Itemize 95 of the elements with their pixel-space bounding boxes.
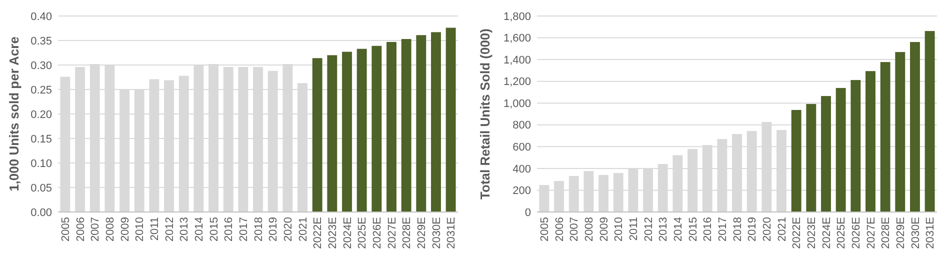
x-tick-label: 2028E <box>880 217 892 249</box>
x-tick-label: 2017 <box>238 217 250 242</box>
x-tick-label: 2015 <box>208 217 220 242</box>
x-tick-label: 2013 <box>658 217 670 242</box>
x-tick-label: 2016 <box>223 217 236 242</box>
x-tick-label: 2028E <box>401 217 414 249</box>
x-tick-label: 2020 <box>762 217 774 242</box>
bar <box>850 80 861 212</box>
y-tick-label: 800 <box>512 120 531 132</box>
y-tick-label: 0.10 <box>30 158 52 170</box>
x-tick-label: 2018 <box>252 217 265 242</box>
y-axis-title: Total Retail Units Sold (000) <box>478 28 493 200</box>
x-tick-label: 2013 <box>178 217 191 242</box>
x-tick-label: 2029E <box>416 217 428 249</box>
x-tick-label: 2011 <box>628 217 640 241</box>
y-tick-label: 0.20 <box>30 108 52 121</box>
x-tick-label: 2005 <box>539 217 552 242</box>
x-tick-label: 2005 <box>60 217 72 242</box>
x-tick-label: 2021 <box>297 217 310 242</box>
y-tick-label: 0.00 <box>30 206 52 219</box>
x-tick-label: 2008 <box>584 217 596 242</box>
y-tick-label: 1,800 <box>503 10 531 23</box>
y-tick-label: 0.40 <box>30 10 52 23</box>
x-tick-label: 2031E <box>446 217 458 249</box>
bar <box>386 42 396 212</box>
bar <box>372 46 382 212</box>
bar <box>342 52 352 212</box>
bar <box>446 28 456 212</box>
x-tick-label: 2006 <box>554 217 566 242</box>
x-tick-label: 2026E <box>372 217 384 249</box>
x-tick-label: 2012 <box>164 217 176 242</box>
x-tick-label: 2026E <box>850 217 862 249</box>
bar <box>806 104 816 212</box>
x-tick-label: 2027E <box>386 217 398 249</box>
x-tick-label: 2012 <box>642 217 655 242</box>
x-tick-label: 2024E <box>820 217 833 249</box>
x-tick-label: 2022E <box>791 217 804 249</box>
bar <box>791 110 802 212</box>
x-tick-label: 2008 <box>104 217 117 242</box>
x-tick-label: 2016 <box>702 217 714 242</box>
x-tick-label: 2014 <box>194 217 206 242</box>
x-tick-label: 2024E <box>342 217 354 249</box>
y-tick-label: 1,400 <box>503 54 531 66</box>
y-tick-label: 0.05 <box>30 182 52 194</box>
bar <box>924 31 935 212</box>
x-tick-label: 2007 <box>90 217 102 242</box>
y-axis-title: 1,000 Units sold per Acre <box>6 36 22 192</box>
y-tick-label: 400 <box>512 163 531 176</box>
bar <box>836 88 846 212</box>
x-tick-label: 2006 <box>74 217 87 242</box>
x-tick-label: 2030E <box>910 217 922 249</box>
y-tick-label: 0.25 <box>30 84 52 96</box>
y-tick-label: 1,200 <box>503 76 531 88</box>
x-tick-label: 2029E <box>894 217 907 249</box>
x-tick-label: 2018 <box>732 217 744 242</box>
x-tick-label: 2022E <box>312 217 324 249</box>
x-tick-label: 2019 <box>746 217 759 242</box>
bar <box>821 96 831 212</box>
bar <box>866 71 876 212</box>
x-tick-label: 2021 <box>776 217 788 242</box>
bar <box>312 58 322 212</box>
bar <box>910 42 920 212</box>
x-tick-label: 2023E <box>327 217 340 249</box>
x-tick-label: 2010 <box>613 217 626 242</box>
x-tick-label: 2025E <box>836 217 848 249</box>
bar <box>356 48 367 212</box>
x-tick-label: 2020 <box>282 217 295 242</box>
x-tick-label: 2011 <box>149 217 162 241</box>
y-tick-label: 600 <box>512 142 531 154</box>
bar <box>431 32 441 212</box>
y-tick-label: 1,600 <box>503 32 531 45</box>
x-tick-label: 2023E <box>806 217 818 249</box>
x-tick-label: 2027E <box>865 217 878 249</box>
y-tick-label: 200 <box>512 185 531 198</box>
bar <box>880 62 890 212</box>
x-tick-label: 2019 <box>268 217 280 242</box>
x-tick-label: 2007 <box>568 217 581 242</box>
y-tick-label: 1,000 <box>503 98 531 110</box>
bar <box>416 35 426 212</box>
x-tick-label: 2017 <box>717 217 730 242</box>
x-tick-label: 2009 <box>119 217 132 242</box>
y-tick-label: 0 <box>524 206 531 219</box>
x-tick-label: 2009 <box>598 217 610 242</box>
x-tick-label: 2014 <box>672 217 685 242</box>
x-tick-label: 2030E <box>430 217 443 249</box>
bar <box>327 55 338 212</box>
x-tick-label: 2031E <box>924 217 937 249</box>
y-tick-label: 0.30 <box>30 60 52 72</box>
y-tick-label: 0.15 <box>30 133 52 146</box>
x-tick-label: 2010 <box>134 217 146 242</box>
x-tick-label: 2015 <box>687 217 700 242</box>
bar <box>895 52 906 212</box>
y-tick-label: 0.35 <box>30 35 52 48</box>
x-tick-label: 2025E <box>356 217 369 249</box>
bar <box>401 39 412 212</box>
